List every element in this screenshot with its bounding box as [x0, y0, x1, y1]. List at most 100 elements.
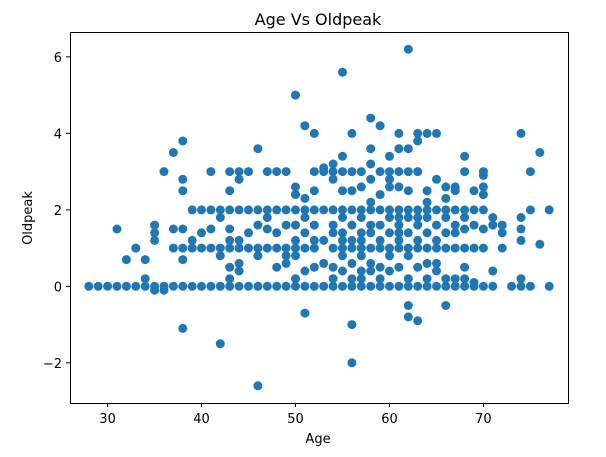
- data-point: [403, 186, 413, 196]
- data-point: [328, 274, 338, 284]
- x-tick-label: 60: [381, 412, 398, 427]
- data-point: [413, 128, 423, 138]
- data-point: [112, 224, 122, 234]
- data-point: [478, 281, 488, 291]
- data-point: [197, 205, 206, 215]
- data-point: [385, 251, 394, 261]
- data-point: [497, 243, 507, 253]
- data-point: [488, 220, 498, 230]
- data-point: [206, 243, 216, 253]
- data-point: [338, 266, 347, 276]
- data-point: [460, 262, 470, 272]
- data-point: [394, 235, 404, 245]
- data-point: [319, 163, 329, 173]
- data-point: [413, 205, 423, 215]
- data-point: [403, 205, 413, 215]
- data-point: [253, 144, 263, 154]
- data-point: [178, 224, 188, 234]
- data-point: [291, 90, 300, 100]
- data-point: [432, 258, 441, 268]
- data-point: [347, 186, 357, 196]
- data-point: [309, 220, 319, 230]
- data-point: [460, 167, 470, 177]
- data-point: [300, 243, 310, 253]
- data-point: [150, 228, 160, 238]
- data-point: [253, 381, 263, 391]
- data-point: [478, 205, 488, 215]
- data-point: [159, 167, 169, 177]
- data-point: [103, 281, 113, 291]
- data-point: [309, 186, 319, 196]
- data-point: [338, 281, 347, 291]
- data-point: [375, 262, 385, 272]
- data-point: [516, 281, 526, 291]
- data-point: [262, 213, 272, 222]
- data-point: [328, 174, 338, 184]
- data-point: [347, 258, 357, 268]
- data-point: [347, 235, 357, 245]
- data-point: [525, 281, 535, 291]
- data-point: [300, 121, 310, 131]
- data-point: [300, 228, 310, 238]
- data-point: [432, 243, 441, 253]
- data-point: [121, 255, 131, 265]
- data-point: [225, 205, 235, 215]
- data-point: [328, 243, 338, 253]
- data-point: [403, 167, 413, 177]
- data-point: [291, 243, 300, 253]
- data-point: [300, 281, 310, 291]
- data-point: [347, 205, 357, 215]
- y-tick-label: 2: [54, 204, 62, 219]
- data-point: [168, 281, 178, 291]
- data-point: [197, 281, 206, 291]
- data-point: [366, 266, 376, 276]
- data-point: [234, 281, 244, 291]
- data-point: [460, 243, 470, 253]
- data-point: [385, 174, 394, 184]
- data-point: [309, 235, 319, 245]
- data-point: [206, 281, 216, 291]
- data-point: [291, 182, 300, 192]
- data-point: [403, 251, 413, 261]
- data-point: [150, 220, 160, 230]
- data-point: [244, 228, 253, 238]
- x-tick-label: 30: [99, 412, 116, 427]
- data-point: [413, 281, 423, 291]
- data-point: [356, 167, 366, 177]
- data-point: [478, 190, 488, 200]
- data-point: [347, 243, 357, 253]
- data-point: [338, 151, 347, 161]
- data-point: [403, 243, 413, 253]
- data-point: [309, 167, 319, 177]
- data-point: [281, 281, 291, 291]
- data-point: [394, 262, 404, 272]
- data-point: [244, 281, 253, 291]
- data-point: [413, 243, 423, 253]
- data-point: [366, 281, 376, 291]
- data-point: [460, 274, 470, 284]
- data-point: [422, 281, 432, 291]
- data-point: [338, 243, 347, 253]
- data-point: [403, 301, 413, 310]
- data-point: [347, 220, 357, 230]
- data-point: [338, 167, 347, 177]
- data-point: [206, 205, 216, 215]
- data-point: [244, 205, 253, 215]
- data-point: [347, 274, 357, 284]
- data-point: [178, 243, 188, 253]
- data-point: [469, 243, 479, 253]
- data-point: [328, 220, 338, 230]
- data-point: [225, 274, 235, 284]
- data-point: [375, 220, 385, 230]
- data-point: [356, 182, 366, 192]
- data-point: [272, 281, 282, 291]
- data-point: [178, 281, 188, 291]
- data-point: [394, 243, 404, 253]
- data-point: [225, 281, 235, 291]
- data-point: [403, 312, 413, 322]
- data-point: [497, 220, 507, 230]
- data-point: [413, 167, 423, 177]
- data-point: [300, 193, 310, 203]
- data-point: [441, 301, 451, 310]
- x-tick-label: 50: [287, 412, 304, 427]
